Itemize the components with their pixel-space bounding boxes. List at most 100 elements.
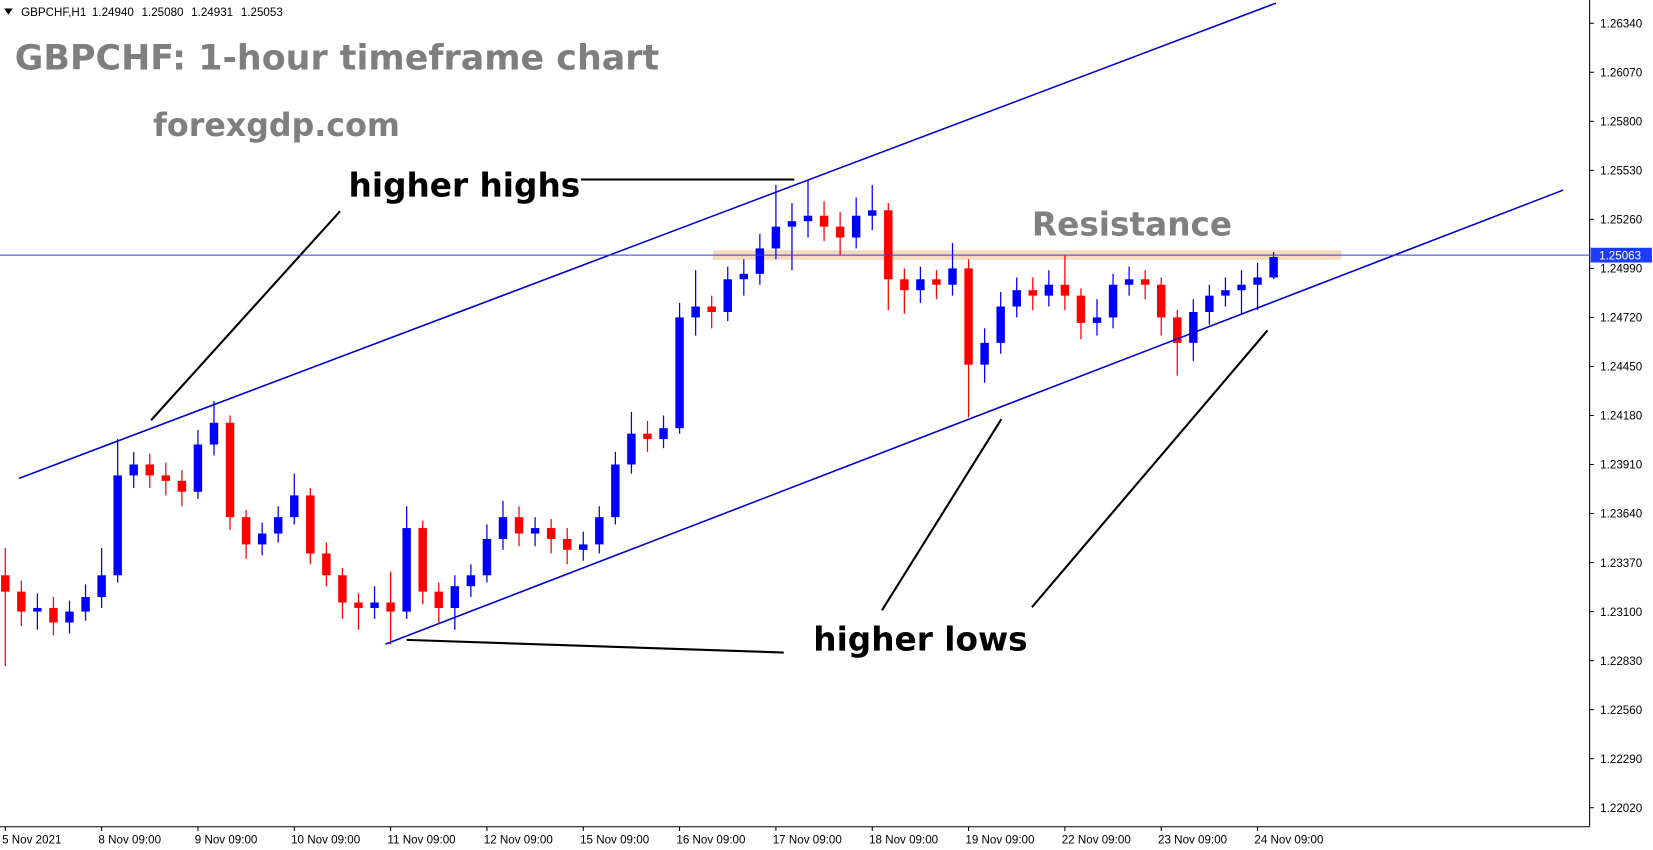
candle-body <box>707 306 716 312</box>
candle-body <box>514 517 524 534</box>
candle-body <box>418 528 427 592</box>
candle-body <box>354 602 363 608</box>
x-tick-label: 10 Nov 09:00 <box>291 834 360 847</box>
candle-body <box>530 528 540 534</box>
candle-body <box>691 306 700 318</box>
candle-body <box>595 517 604 545</box>
price-label-box <box>1590 247 1652 263</box>
candle-body <box>675 317 684 429</box>
candle-body <box>434 591 443 608</box>
candle-body <box>1060 284 1070 296</box>
candle-body <box>306 495 315 554</box>
chart-title: GBPCHF: 1-hour timeframe chart <box>15 39 659 79</box>
header-value: 1.25080 <box>142 6 184 19</box>
y-tick-label: 1.24180 <box>1600 410 1642 423</box>
candle-body <box>868 210 877 216</box>
candle-body <box>129 464 138 476</box>
candle-body <box>980 342 989 365</box>
y-tick-label: 1.22560 <box>1600 704 1642 717</box>
candle-body <box>627 433 636 465</box>
candle-body <box>370 602 379 608</box>
candle-body <box>1108 284 1118 318</box>
pointer-line <box>150 210 341 421</box>
candle-body <box>241 517 251 545</box>
pointer-line <box>1031 329 1269 608</box>
candle-body <box>145 464 154 476</box>
candle-body <box>1189 311 1198 343</box>
annotation: higher highs <box>349 166 581 204</box>
menu-triangle <box>4 8 13 15</box>
candle-body <box>402 528 411 612</box>
candle-body <box>81 597 90 612</box>
price-label: 1.25063 <box>1599 249 1641 262</box>
candle-body <box>900 279 909 291</box>
candle-body <box>803 215 813 222</box>
candle-body <box>1076 295 1086 323</box>
annotation: higher lows <box>813 620 1027 658</box>
candle-body <box>193 444 203 492</box>
candle-body <box>209 422 219 445</box>
candle-body <box>1156 284 1166 318</box>
candle-body <box>1124 279 1134 285</box>
candle-body <box>1028 290 1038 296</box>
candle-body <box>65 611 74 623</box>
plot <box>1 179 1278 667</box>
y-tick-label: 1.22830 <box>1600 655 1642 668</box>
candle-body <box>787 221 797 227</box>
candle-body <box>1140 279 1150 285</box>
candle-body <box>498 517 508 539</box>
candle-body <box>450 586 460 608</box>
y-tick-label: 1.24720 <box>1600 312 1642 325</box>
candle-body <box>611 464 620 518</box>
y-tick-label: 1.22290 <box>1600 753 1642 766</box>
x-tick-label: 8 Nov 09:00 <box>98 834 161 847</box>
y-tick-label: 1.26070 <box>1600 67 1642 80</box>
candle-body <box>739 273 749 280</box>
candle-body <box>1221 290 1230 296</box>
y-tick-label: 1.26340 <box>1600 17 1642 30</box>
header-value: 1.25053 <box>241 6 283 19</box>
x-tick-label: 22 Nov 09:00 <box>1062 834 1131 847</box>
x-tick-label: 16 Nov 09:00 <box>676 834 745 847</box>
candle-body <box>225 422 235 518</box>
candle-body <box>835 226 845 238</box>
y-tick-label: 1.22020 <box>1600 802 1642 815</box>
candle-body <box>851 215 861 238</box>
x-tick-label: 17 Nov 09:00 <box>773 834 842 847</box>
annotation: Resistance <box>1032 205 1232 243</box>
lower-channel-line <box>385 189 1564 645</box>
candle-body <box>113 475 122 576</box>
candle-body <box>161 475 171 481</box>
candle-body <box>916 279 925 291</box>
candle-body <box>1092 317 1102 323</box>
candle-body <box>964 268 973 365</box>
candle-body <box>338 575 347 603</box>
header-symbol: GBPCHF,H1 <box>21 6 86 19</box>
candle-body <box>1237 284 1246 291</box>
candle-body <box>771 226 781 249</box>
candle-body <box>49 607 58 623</box>
pointer-line <box>881 418 1003 611</box>
y-tick-label: 1.23910 <box>1600 459 1642 472</box>
y-tick-label: 1.23370 <box>1600 557 1642 570</box>
x-tick-label: 12 Nov 09:00 <box>484 834 553 847</box>
y-tick-label: 1.23640 <box>1600 508 1642 521</box>
x-tick-label: 5 Nov 2021 <box>2 834 61 847</box>
candle-body <box>1253 277 1262 285</box>
header-value: 1.24940 <box>92 6 134 19</box>
pointers <box>150 178 1269 654</box>
x-tick-label: 23 Nov 09:00 <box>1158 834 1227 847</box>
x-tick-label: 11 Nov 09:00 <box>387 834 455 847</box>
y-tick-label: 1.23100 <box>1600 606 1642 619</box>
candle-body <box>466 575 476 587</box>
candle-body <box>17 591 26 612</box>
candle-body <box>755 248 765 274</box>
candle-body <box>97 575 106 598</box>
candle-body <box>932 279 941 285</box>
pointer-line <box>406 638 784 654</box>
candle-body <box>1269 256 1278 278</box>
candle-body <box>562 538 572 550</box>
